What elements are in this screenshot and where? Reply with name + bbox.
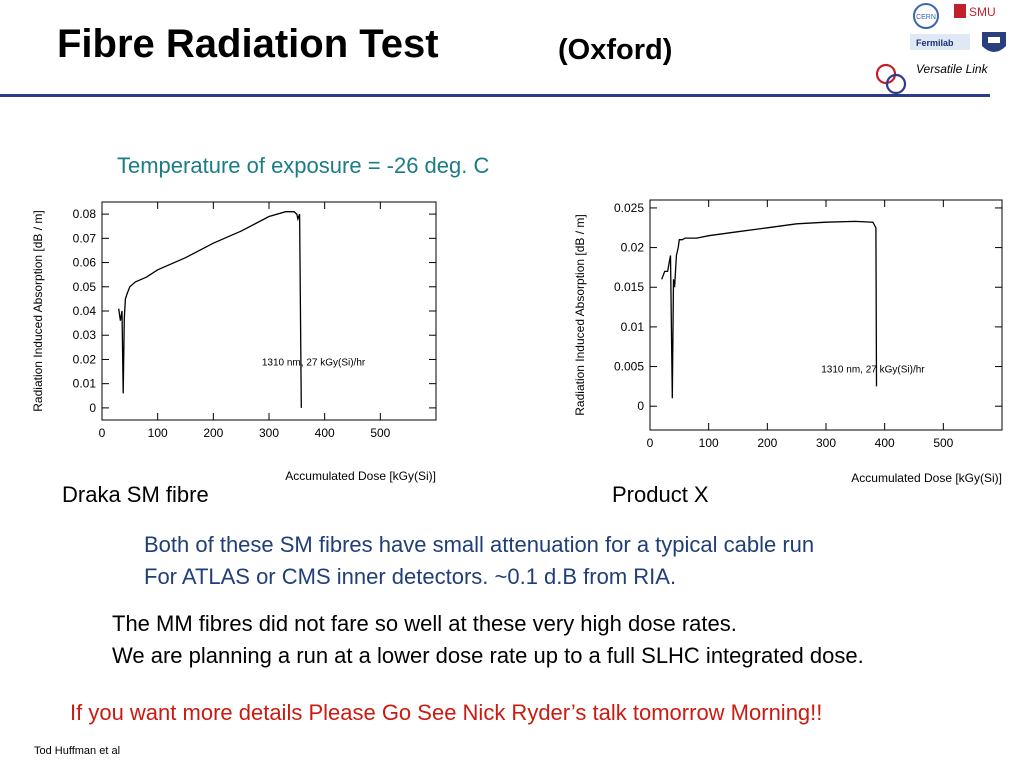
chart-1-xtick-label: 200 [203,426,223,440]
chart-1-ytick-label: 0.03 [73,328,97,342]
chart-2-ytick-label: 0.005 [614,360,644,374]
chart-2-xtick-label: 500 [933,436,953,450]
chart-2-ytick-label: 0.025 [614,201,644,215]
chart-1-ytick-label: 0.04 [73,304,97,318]
chart-1-xtick-label: 400 [315,426,335,440]
chart-2-xlabel: Accumulated Dose [kGy(Si)] [851,471,1002,485]
logo-strip: CERN SMU Fermilab [908,0,1016,60]
page-title: Fibre Radiation Test [57,22,439,66]
chart-1-ytick-label: 0 [89,401,96,415]
chart-2-xtick-label: 100 [699,436,719,450]
smu-logo: SMU [954,4,996,19]
caption-product-x: Product X [612,482,709,507]
chart-2-xtick-label: 300 [816,436,836,450]
header-divider [0,94,990,97]
chart-1-xtick-label: 500 [370,426,390,440]
chart-1-background [28,188,464,486]
chart-1-xtick-label: 100 [148,426,168,440]
chart-1-series-line [118,211,302,408]
chart-1-xtick-label: 0 [99,426,106,440]
chart-2-background [570,186,1014,488]
mm-note-line-1: The MM fibres did not fare so well at th… [112,611,737,636]
fermilab-logo: Fermilab [910,34,970,50]
chart-2-ytick-label: 0.02 [621,241,645,255]
chart-2-xtick-label: 200 [757,436,777,450]
chart-1-ytick-label: 0.07 [73,231,97,245]
chart-1-xtick-label: 300 [259,426,279,440]
chart-1-ytick-label: 0.05 [73,280,97,294]
chart-2-ytick-label: 0.01 [621,320,645,334]
chart-1-xlabel: Accumulated Dose [kGy(Si)] [285,469,436,483]
chart-2-ylabel: Radiation Induced Absorption [dB / m] [573,214,587,415]
chart-1-annotation: 1310 nm, 27 kGy(Si)/hr [262,358,366,369]
mm-note-line-2: We are planning a run at a lower dose ra… [112,643,864,668]
page-subtitle: (Oxford) [558,34,673,66]
caption-draka: Draka SM fibre [62,482,209,507]
versatile-link-logo [874,62,910,96]
summary-line-2: For ATLAS or CMS inner detectors. ~0.1 d… [144,564,677,589]
oxford-crest [982,32,1006,52]
chart-2-annotation: 1310 nm, 27 kGy(Si)/hr [821,365,925,376]
chart-draka: 0 100 200 300 400 500 0 0.01 0.02 0.03 0.04 0.05 0.0… [28,188,464,486]
chart-1-ytick-label: 0.08 [73,207,97,221]
versatile-link-label: Versatile Link [916,62,988,76]
talk-reference: If you want more details Please Go See N… [70,700,823,725]
footer-author: Tod Huffman et al [34,745,121,757]
chart-1-ytick-label: 0.02 [73,352,97,366]
cern-logo-text: CERN [916,14,936,21]
smu-logo-text: SMU [969,5,996,19]
chart-product-x: 0 100 200 300 400 500 0 0.005 0.01 0.015 0.02 0.025… [570,186,1014,488]
chart-2-ytick-label: 0 [637,399,644,413]
summary-line-1: Both of these SM fibres have small atten… [144,532,815,557]
chart-2-ytick-label: 0.015 [614,280,644,294]
chart-2-xtick-label: 400 [875,436,895,450]
chart-2-xtick-label: 0 [647,436,654,450]
cern-logo: CERN [913,3,939,29]
chart-2-series-line [661,220,878,399]
temperature-heading: Temperature of exposure = -26 deg. C [117,153,490,178]
fermilab-logo-text: Fermilab [916,38,954,48]
chart-1-ylabel: Radiation Induced Absorption [dB / m] [31,210,45,411]
chart-1-ytick-label: 0.06 [73,256,97,270]
chart-1-ytick-label: 0.01 [73,377,97,391]
